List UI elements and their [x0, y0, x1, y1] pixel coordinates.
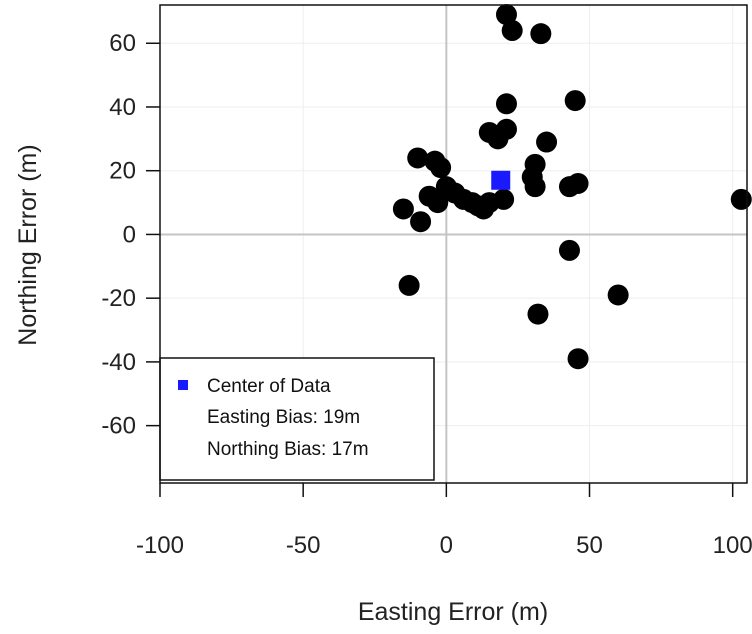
- y-tick-label: 0: [123, 221, 136, 248]
- y-tick-label: 20: [109, 158, 136, 185]
- data-point: [501, 19, 523, 41]
- x-axis-title: Easting Error (m): [358, 598, 548, 626]
- data-point: [392, 198, 414, 220]
- x-tick-label: -100: [136, 532, 184, 559]
- data-point: [730, 188, 752, 210]
- center-of-data-marker: [491, 170, 511, 190]
- data-point: [430, 157, 452, 179]
- y-tick-label: -40: [101, 349, 136, 376]
- x-tick-label: 100: [713, 532, 752, 559]
- data-point: [527, 303, 549, 325]
- x-axis: -100 -50 0 50 100: [136, 483, 752, 559]
- y-tick-label: -60: [101, 413, 136, 440]
- y-tick-label: 40: [109, 94, 136, 121]
- data-point: [567, 348, 589, 370]
- data-point: [530, 23, 552, 45]
- data-point: [607, 284, 629, 306]
- reference-lines: [160, 5, 747, 483]
- legend-box: [159, 357, 435, 481]
- data-point: [567, 172, 589, 194]
- legend-label-northing-bias: Northing Bias: 17m: [207, 439, 369, 460]
- x-tick-label: 0: [440, 532, 453, 559]
- data-point: [524, 176, 546, 198]
- legend-label-easting-bias: Easting Bias: 19m: [207, 407, 360, 428]
- data-point: [558, 239, 580, 261]
- plot-frame: [159, 4, 748, 484]
- grid-lines: [159, 5, 747, 483]
- center-marker-layer: [491, 170, 511, 190]
- data-point: [427, 192, 449, 214]
- legend-label-center: Center of Data: [207, 376, 331, 397]
- y-tick-label: -20: [101, 285, 136, 312]
- data-point: [495, 4, 517, 26]
- x-tick-label: -50: [286, 532, 321, 559]
- y-axis: -60 -40 -20 0 20 40 60: [101, 30, 160, 440]
- data-point: [407, 147, 429, 169]
- data-point: [495, 118, 517, 140]
- data-point: [493, 188, 515, 210]
- data-point: [564, 90, 586, 112]
- legend-center-marker: [178, 380, 188, 390]
- data-point: [536, 131, 558, 153]
- data-point: [410, 211, 432, 233]
- data-point: [398, 274, 420, 296]
- legend: Center of Data Easting Bias: 19m Northin…: [159, 357, 435, 481]
- y-tick-label: 60: [109, 30, 136, 57]
- y-axis-title: Northing Error (m): [14, 144, 42, 345]
- data-point: [495, 93, 517, 115]
- x-tick-label: 50: [576, 532, 603, 559]
